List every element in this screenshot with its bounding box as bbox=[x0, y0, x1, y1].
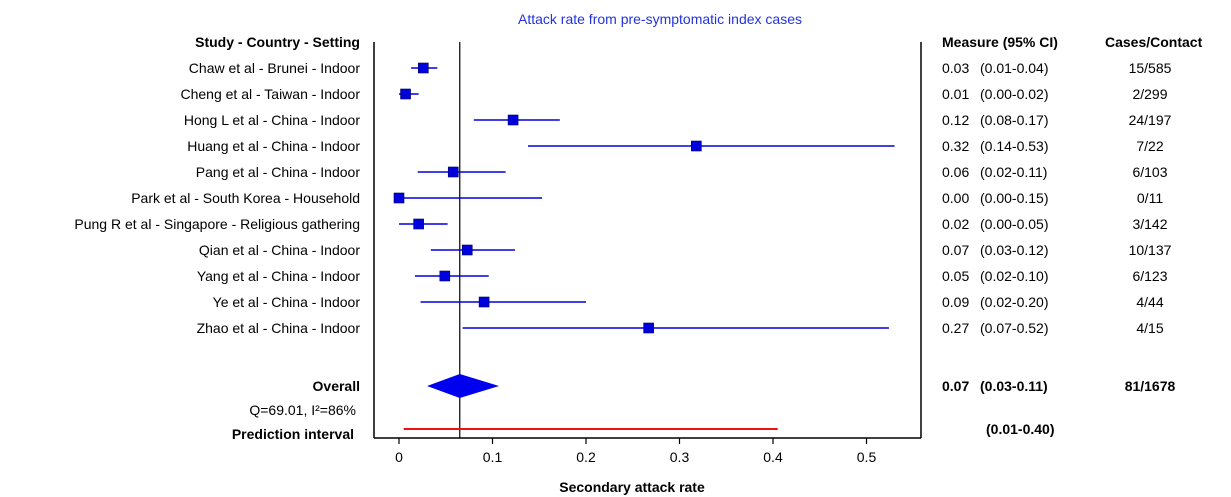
study-cases: 10/137 bbox=[1129, 242, 1172, 258]
study-header: Study - Country - Setting bbox=[195, 34, 360, 50]
study-label: Qian et al - China - Indoor bbox=[199, 242, 360, 258]
study-cases: 6/103 bbox=[1132, 164, 1167, 180]
study-label: Pung R et al - Singapore - Religious gat… bbox=[74, 216, 360, 232]
study-point bbox=[413, 218, 424, 230]
study-measure: 0.09 bbox=[942, 294, 969, 310]
study-cases: 24/197 bbox=[1129, 112, 1172, 128]
study-label: Yang et al - China - Indoor bbox=[197, 268, 361, 284]
x-axis-label: Secondary attack rate bbox=[559, 479, 705, 495]
study-label: Hong L et al - China - Indoor bbox=[184, 112, 360, 128]
study-point bbox=[507, 114, 519, 126]
study-label: Zhao et al - China - Indoor bbox=[197, 320, 361, 336]
x-tick-label: 0 bbox=[395, 449, 403, 465]
study-point bbox=[643, 322, 654, 334]
study-ci: (0.02-0.10) bbox=[980, 268, 1048, 284]
study-cases: 4/44 bbox=[1136, 294, 1163, 310]
study-measure: 0.05 bbox=[942, 268, 969, 284]
study-ci: (0.00-0.05) bbox=[980, 216, 1048, 232]
study-ci: (0.03-0.12) bbox=[980, 242, 1048, 258]
study-point bbox=[393, 192, 405, 204]
study-label: Pang et al - China - Indoor bbox=[196, 164, 361, 180]
study-point bbox=[691, 140, 702, 152]
prediction-ci: (0.01-0.40) bbox=[986, 421, 1054, 437]
x-tick-label: 0.5 bbox=[857, 449, 877, 465]
study-measure: 0.00 bbox=[942, 190, 969, 206]
study-measure: 0.12 bbox=[942, 112, 969, 128]
study-point bbox=[439, 270, 451, 282]
study-label: Park et al - South Korea - Household bbox=[131, 190, 360, 206]
heterogeneity-stat: Q=69.01, I²=86% bbox=[249, 402, 356, 418]
study-measure: 0.02 bbox=[942, 216, 969, 232]
study-cases: 3/142 bbox=[1132, 216, 1167, 232]
study-ci: (0.02-0.11) bbox=[980, 164, 1047, 180]
study-ci: (0.07-0.52) bbox=[980, 320, 1048, 336]
summary-rows: Overall 0.07 (0.03-0.11) 81/1678 Q=69.01, I²… bbox=[232, 374, 1176, 442]
study-label: Ye et al - China - Indoor bbox=[213, 294, 361, 310]
overall-ci: (0.03-0.11) bbox=[980, 378, 1048, 394]
overall-measure: 0.07 bbox=[942, 378, 969, 394]
study-ci: (0.00-0.15) bbox=[980, 190, 1048, 206]
study-cases: 2/299 bbox=[1132, 86, 1167, 102]
study-cases: 7/22 bbox=[1136, 138, 1163, 154]
plot-frame: 0 0.1 0.2 0.3 0.4 0.5 bbox=[373, 42, 922, 465]
study-ci: (0.08-0.17) bbox=[980, 112, 1048, 128]
chart-title: Attack rate from pre-symptomatic index c… bbox=[518, 11, 802, 27]
study-rows: Chaw et al - Brunei - Indoor 0.03 (0.01-0.… bbox=[74, 60, 1171, 336]
measure-header: Measure (95% CI) bbox=[942, 34, 1058, 50]
overall-label: Overall bbox=[313, 378, 360, 394]
study-ci: (0.01-0.04) bbox=[980, 60, 1048, 76]
x-tick-label: 0.1 bbox=[483, 449, 503, 465]
study-point bbox=[400, 88, 411, 100]
study-ci: (0.14-0.53) bbox=[980, 138, 1048, 154]
study-measure: 0.01 bbox=[942, 86, 969, 102]
cases-header: Cases/Contact bbox=[1105, 34, 1203, 50]
study-measure: 0.27 bbox=[942, 320, 969, 336]
study-ci: (0.02-0.20) bbox=[980, 294, 1048, 310]
study-point bbox=[461, 244, 473, 256]
study-measure: 0.06 bbox=[942, 164, 969, 180]
study-cases: 0/11 bbox=[1137, 190, 1163, 206]
study-point bbox=[418, 62, 429, 74]
study-point bbox=[447, 166, 459, 178]
study-cases: 15/585 bbox=[1129, 60, 1172, 76]
study-measure: 0.03 bbox=[942, 60, 969, 76]
x-tick-label: 0.2 bbox=[576, 449, 596, 465]
x-tick-label: 0.4 bbox=[763, 449, 783, 465]
study-cases: 6/123 bbox=[1132, 268, 1167, 284]
study-point bbox=[478, 296, 490, 308]
overall-diamond bbox=[427, 374, 500, 398]
x-tick-label: 0.3 bbox=[670, 449, 690, 465]
study-label: Chaw et al - Brunei - Indoor bbox=[189, 60, 361, 76]
study-label: Cheng et al - Taiwan - Indoor bbox=[180, 86, 360, 102]
study-label: Huang et al - China - Indoor bbox=[187, 138, 360, 154]
overall-cases: 81/1678 bbox=[1125, 378, 1176, 394]
study-measure: 0.07 bbox=[942, 242, 969, 258]
study-ci: (0.00-0.02) bbox=[980, 86, 1048, 102]
study-cases: 4/15 bbox=[1136, 320, 1163, 336]
prediction-label: Prediction interval bbox=[232, 426, 354, 442]
study-measure: 0.32 bbox=[942, 138, 969, 154]
